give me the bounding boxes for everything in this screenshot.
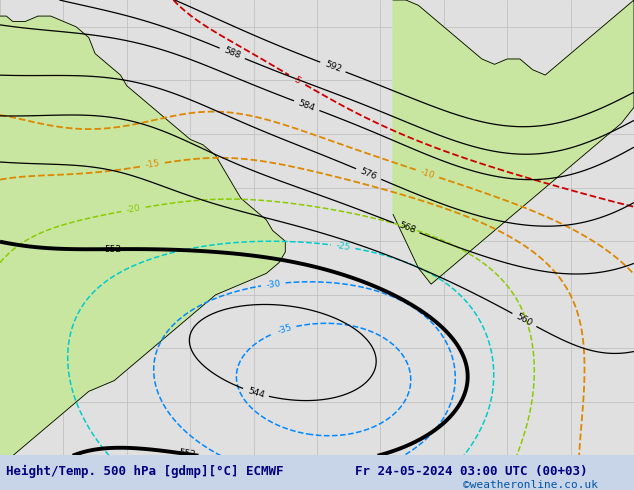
Text: 588: 588 — [223, 46, 242, 61]
Text: 552: 552 — [104, 245, 121, 254]
Text: -5: -5 — [291, 74, 303, 86]
Text: 568: 568 — [397, 220, 417, 235]
Text: Fr 24-05-2024 03:00 UTC (00+03): Fr 24-05-2024 03:00 UTC (00+03) — [355, 465, 588, 478]
Text: 584: 584 — [297, 98, 316, 113]
Text: 576: 576 — [359, 167, 378, 181]
Text: Height/Temp. 500 hPa [gdmp][°C] ECMWF: Height/Temp. 500 hPa [gdmp][°C] ECMWF — [6, 465, 284, 478]
Text: -25: -25 — [335, 241, 351, 252]
Text: 552: 552 — [178, 448, 197, 460]
Text: 544: 544 — [247, 386, 265, 400]
Text: -15: -15 — [145, 159, 160, 171]
Text: ©weatheronline.co.uk: ©weatheronline.co.uk — [463, 480, 598, 490]
Text: 592: 592 — [323, 60, 342, 74]
Text: -35: -35 — [276, 323, 293, 336]
Polygon shape — [0, 16, 285, 456]
Text: 560: 560 — [515, 312, 534, 328]
Polygon shape — [393, 0, 634, 284]
Text: -30: -30 — [266, 279, 281, 290]
Text: -10: -10 — [419, 167, 436, 180]
Text: -20: -20 — [126, 203, 141, 215]
